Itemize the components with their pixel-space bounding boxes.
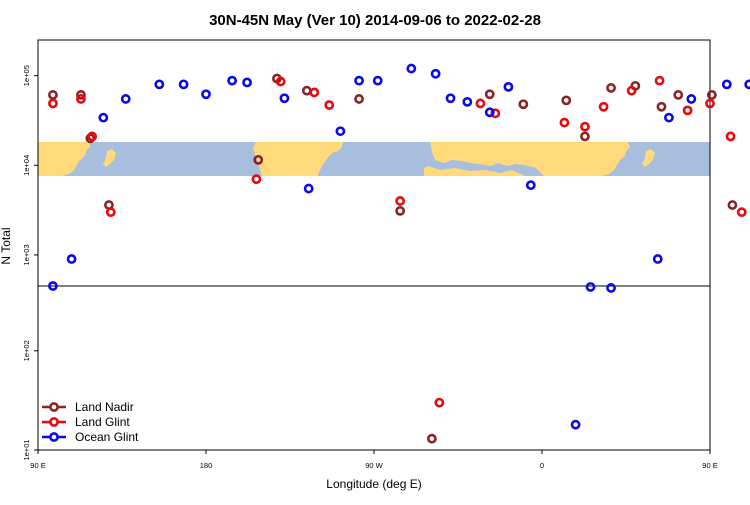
y-tick-label: 1e+01	[22, 439, 31, 460]
land-glint-point	[475, 98, 486, 109]
world-map-band	[38, 142, 710, 176]
land-nadir-point	[76, 90, 86, 100]
ocean-glint-point	[227, 75, 238, 86]
land-nadir-point	[48, 90, 58, 100]
land-nadir-point	[561, 95, 572, 106]
land-nadir-point	[253, 154, 264, 165]
land-glint-point	[275, 76, 286, 87]
land-glint-point	[705, 98, 715, 109]
y-tick-label: 1e+03	[22, 244, 31, 265]
map-land-africa	[424, 166, 525, 176]
land-nadir-point	[395, 205, 406, 216]
ocean-glint-point	[335, 126, 346, 137]
land-glint-point	[559, 117, 570, 128]
ocean-glint-point	[430, 68, 441, 79]
ocean-glint-point	[606, 283, 616, 293]
land-glint-point	[736, 207, 747, 218]
chart-ticks: 90 E 180 90 W 0 90 E 1e+03 1e+04 1e+05 1e+01 1e+0…	[22, 65, 718, 470]
ocean-glint-point	[686, 94, 697, 104]
ocean-glint-point	[120, 94, 131, 104]
land-glint-point	[251, 174, 262, 185]
land-glint-point	[434, 397, 445, 408]
map-land-japan-west	[103, 149, 116, 167]
x-tick-label: 90 E	[30, 461, 45, 470]
land-nadir-point	[656, 101, 667, 112]
ocean-glint-point	[154, 79, 165, 90]
x-tick-label: 0	[540, 461, 544, 470]
land-nadir-point	[580, 131, 590, 142]
y-tick-label: 1e+02	[22, 340, 31, 361]
land-glint-point	[48, 98, 58, 109]
legend-marker-land-glint	[49, 417, 59, 427]
ocean-glint-point	[66, 254, 77, 264]
land-nadir-point	[484, 89, 495, 100]
legend-marker-land-nadir	[49, 402, 59, 412]
land-glint-point	[682, 105, 693, 116]
ocean-glint-point	[354, 75, 364, 86]
map-land-asia-east	[558, 142, 630, 176]
land-glint-point	[105, 207, 116, 218]
ocean-glint-point	[652, 254, 663, 264]
legend-label-land-nadir: Land Nadir	[75, 400, 134, 414]
ocean-glint-point	[484, 107, 495, 118]
ocean-glint-point	[48, 281, 58, 291]
ocean-glint-point	[503, 81, 514, 92]
map-land-north-america	[253, 142, 343, 176]
ocean-glint-point	[98, 112, 109, 123]
land-glint-point	[490, 108, 501, 119]
x-tick-label: 90 E	[702, 461, 717, 470]
y-tick-label: 1e+05	[22, 65, 31, 86]
x-tick-label: 90 W	[365, 461, 383, 470]
chart-title: 30N-45N May (Ver 10) 2014-09-06 to 2022-…	[209, 12, 541, 29]
land-glint-point	[580, 121, 590, 132]
land-nadir-point	[673, 90, 684, 100]
land-glint-point	[324, 100, 335, 110]
x-axis-label: Longitude (deg E)	[326, 477, 421, 491]
ocean-glint-point	[372, 75, 383, 86]
ocean-glint-point	[303, 183, 314, 194]
land-glint-point	[76, 94, 86, 104]
chart-points	[48, 63, 750, 444]
map-land-europe	[430, 142, 560, 176]
land-nadir-point	[706, 90, 717, 100]
land-nadir-point	[426, 433, 437, 444]
land-glint-point	[598, 101, 609, 112]
ocean-glint-point	[279, 93, 290, 104]
land-nadir-point	[606, 83, 616, 93]
land-nadir-point	[727, 200, 738, 210]
land-nadir-point	[518, 99, 529, 110]
ocean-glint-point	[201, 89, 211, 100]
ocean-glint-point	[570, 419, 581, 430]
land-glint-point	[395, 196, 406, 206]
map-land-uk	[434, 142, 441, 148]
y-tick-label: 1e+04	[22, 155, 31, 176]
y-axis-label: N Total	[0, 227, 13, 264]
ocean-glint-point	[462, 96, 473, 107]
legend-label-land-glint: Land Glint	[75, 415, 130, 429]
land-glint-point	[309, 87, 320, 98]
ocean-glint-point	[406, 63, 417, 74]
ocean-glint-point	[664, 112, 674, 123]
ocean-glint-point	[585, 282, 596, 292]
ocean-glint-point	[242, 77, 252, 88]
ocean-glint-point	[445, 93, 456, 104]
ocean-glint-point	[721, 79, 732, 90]
ocean-glint-point	[178, 79, 189, 90]
x-tick-label: 180	[200, 461, 213, 470]
land-glint-point	[626, 85, 637, 96]
legend-label-ocean-glint: Ocean Glint	[75, 430, 139, 444]
map-land-asia-west	[38, 142, 90, 176]
land-glint-point	[725, 131, 736, 142]
legend-marker-ocean-glint	[49, 432, 59, 442]
ocean-glint-point	[744, 79, 750, 90]
map-land-japan-east	[642, 149, 655, 167]
ocean-glint-point	[525, 180, 536, 191]
land-nadir-point	[354, 94, 364, 104]
land-glint-point	[654, 75, 665, 86]
land-glint-point	[87, 131, 98, 142]
